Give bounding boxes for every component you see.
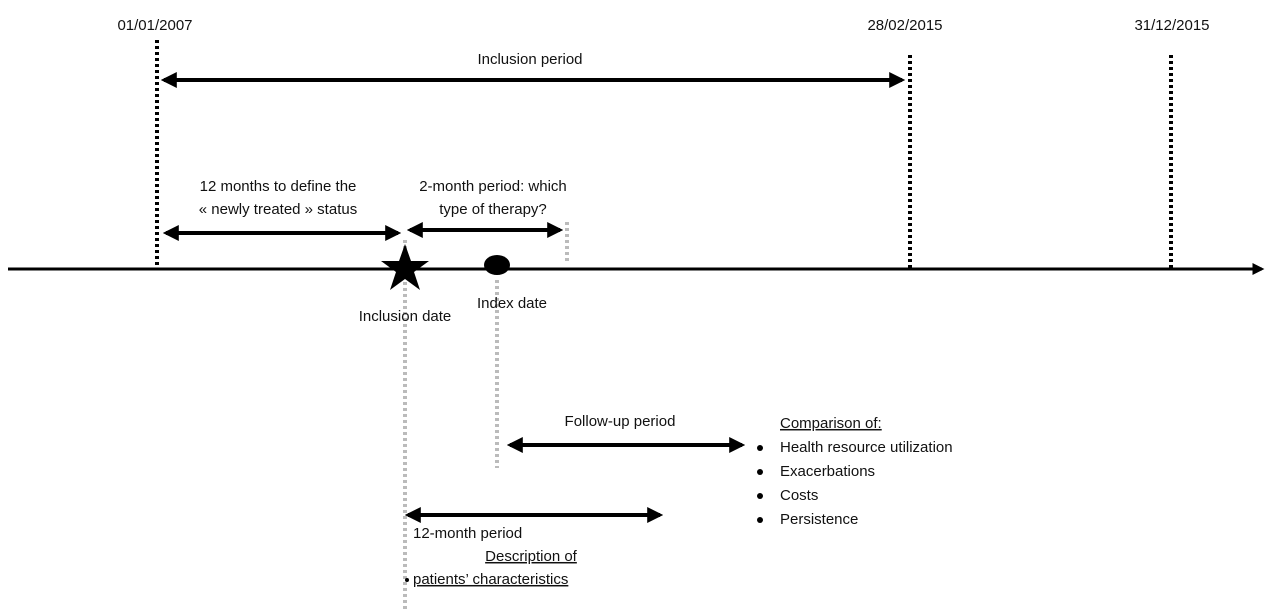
bullet — [757, 493, 763, 499]
list-title: Comparison of: — [780, 415, 882, 432]
list-item: Health resource utilization — [780, 439, 953, 456]
list-item: Costs — [780, 487, 818, 504]
bullet — [757, 517, 763, 523]
date-label: 28/02/2015 — [867, 17, 942, 34]
bullet — [757, 469, 763, 475]
date-name: Inclusion date — [359, 308, 452, 325]
list-item: patients’ characteristics — [413, 571, 568, 588]
period-label: Follow-up period — [565, 413, 676, 430]
period-label: type of therapy? — [439, 201, 547, 218]
period-label: 12-month period — [413, 525, 522, 542]
period-label: Inclusion period — [477, 51, 582, 68]
inclusion-star — [381, 244, 429, 290]
list-title: Description of — [485, 548, 578, 565]
index-ellipse — [484, 255, 510, 275]
date-label: 31/12/2015 — [1134, 17, 1209, 34]
date-name: Index date — [477, 295, 547, 312]
bullet — [757, 445, 763, 451]
bullets — [405, 445, 763, 582]
period-label: 12 months to define the — [200, 178, 357, 195]
date-label: 01/01/2007 — [117, 17, 192, 34]
bullet — [405, 578, 409, 582]
period-label: 2-month period: which — [419, 178, 567, 195]
list-item: Persistence — [780, 511, 858, 528]
period-label: « newly treated » status — [199, 201, 357, 218]
list-item: Exacerbations — [780, 463, 875, 480]
